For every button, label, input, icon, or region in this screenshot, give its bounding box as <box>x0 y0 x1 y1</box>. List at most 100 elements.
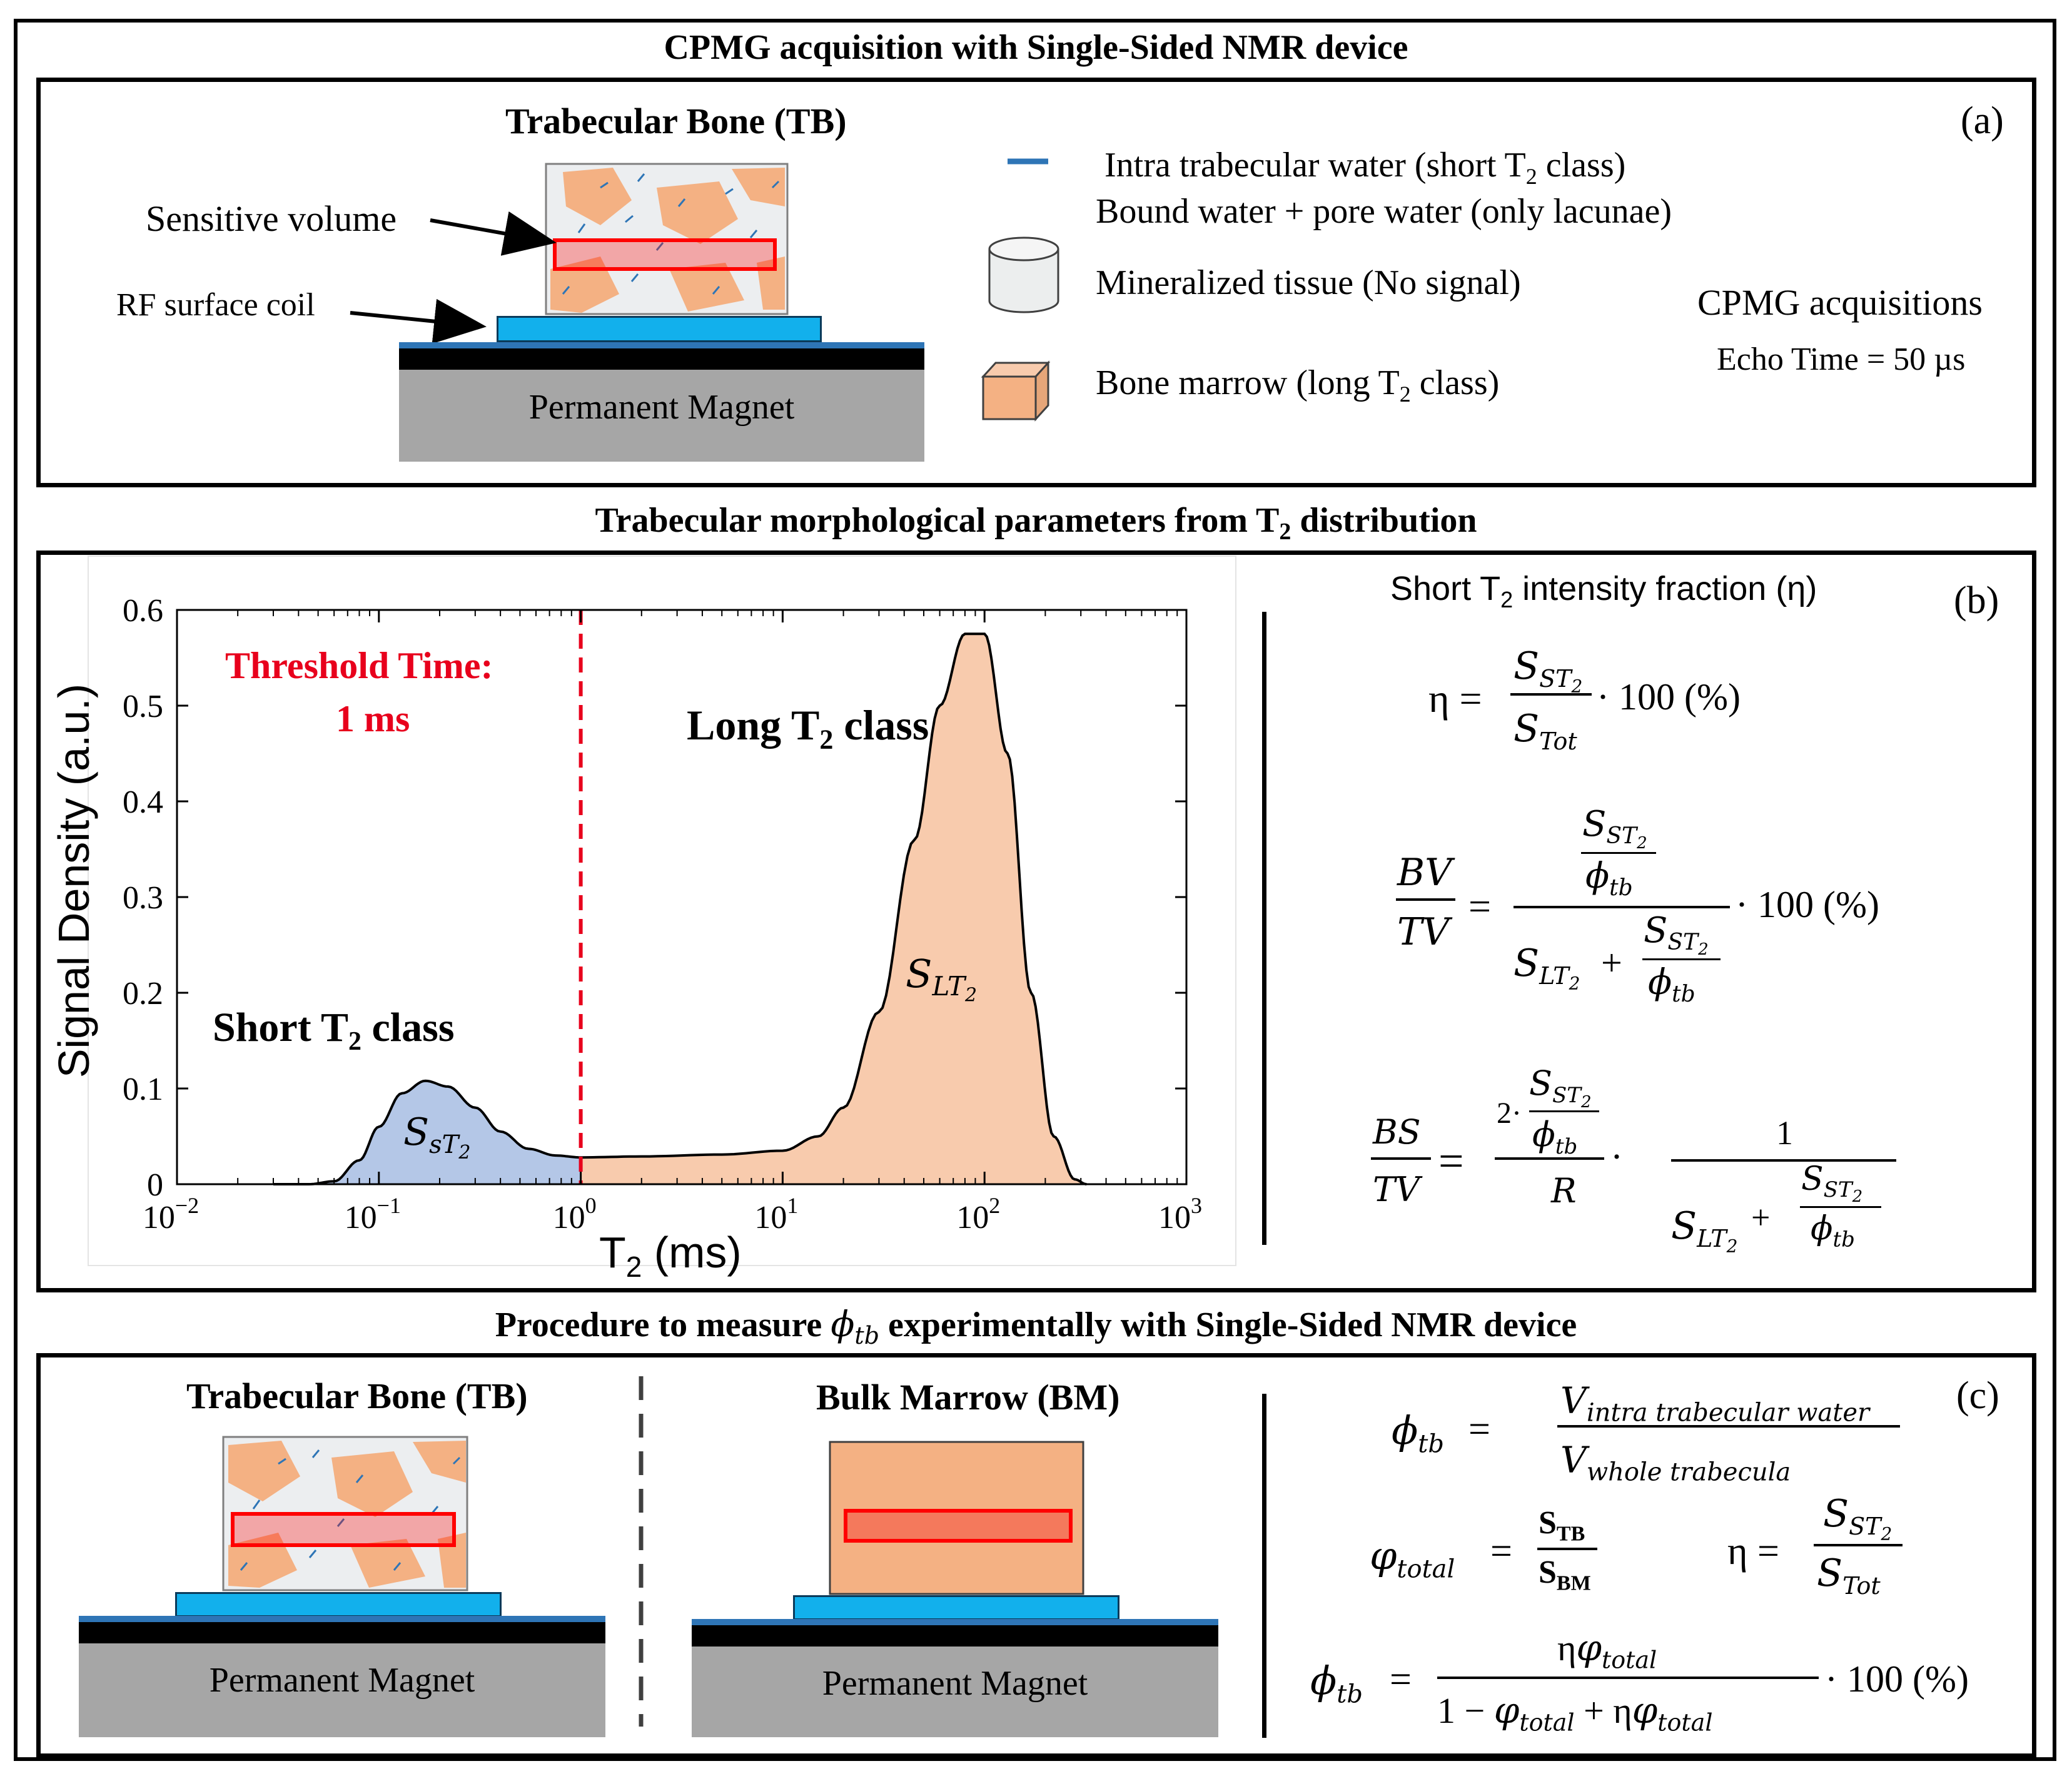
bm-magnet-plate <box>692 1625 1218 1646</box>
permanent-magnet-label: Permanent Magnet <box>528 388 795 427</box>
x-tick-label: 10−1 <box>345 1193 401 1235</box>
eq-phi-bar <box>1557 1425 1900 1428</box>
distribution-line <box>273 632 1087 1185</box>
eq-bs-main-bar <box>1495 1157 1604 1160</box>
eq-bs-plus: + <box>1751 1199 1771 1236</box>
eq-bv-num: BV <box>1397 851 1452 895</box>
eq-c-eta-bar <box>1814 1544 1903 1546</box>
eq-bs-den: TV <box>1373 1170 1420 1209</box>
eq-bv-inner-num: SST2 <box>1582 804 1647 853</box>
eq-final-factor: · 100 (%) <box>1825 1658 1969 1700</box>
panel-b-letter: (b) <box>1954 579 1999 622</box>
legend-intra-water: Intra trabecular water (short T2 class) <box>1104 146 1626 190</box>
eq-phi-equals: = <box>1468 1408 1490 1451</box>
eq-eta-num: SST2 <box>1514 644 1583 697</box>
eq-c-eta-num: SST2 <box>1823 1492 1893 1545</box>
eq-bs-one: 1 <box>1776 1114 1793 1152</box>
eq-final-den: 1 − φtotal + ηφtotal <box>1437 1689 1713 1737</box>
panel-c-tb-title: Trabecular Bone (TB) <box>186 1376 528 1416</box>
y-tick-label: 0.5 <box>123 689 163 724</box>
eq-bs-inner-den: ϕtb <box>1532 1115 1578 1159</box>
cpmg-title: CPMG acquisitions <box>1697 282 1983 323</box>
panel-b-title: Trabecular morphological parameters from… <box>595 501 1477 545</box>
eq-c-eta-den: STot <box>1817 1551 1881 1600</box>
rf-surface-coil <box>497 316 822 342</box>
bm-rf-coil <box>793 1595 1119 1620</box>
long-t2-fill <box>580 634 1087 1184</box>
short-t2-area <box>273 1080 581 1184</box>
short-t2-fill <box>273 1080 581 1184</box>
distribution-curve <box>273 632 1087 1185</box>
threshold-label-1: Threshold Time: <box>225 645 493 686</box>
eq-bv-factor: · 100 (%) <box>1736 884 1879 925</box>
bm-sample <box>829 1441 1084 1595</box>
eq-varphi-num: STB <box>1539 1505 1585 1546</box>
bm-magnet-label: Permanent Magnet <box>822 1664 1088 1703</box>
bm-permanent-magnet: Permanent Magnet <box>692 1646 1218 1737</box>
x-tick-label: 102 <box>956 1193 1000 1235</box>
panel-b <box>36 551 2036 1292</box>
minor-ticks <box>237 610 1178 1184</box>
eq-eta-den: STot <box>1514 707 1577 755</box>
long-area-label: SLT2 <box>906 951 978 1007</box>
tb-magnet-plate <box>79 1622 605 1643</box>
panel-a-sample-title: Trabecular Bone (TB) <box>505 101 847 141</box>
coil-blue-strip <box>399 342 924 348</box>
y-tick-label: 0.2 <box>123 976 163 1012</box>
eq-phi-num: Vintra trabecular water <box>1560 1379 1870 1428</box>
eq-final-bar <box>1437 1677 1819 1679</box>
panel-b-divider <box>1262 612 1266 1245</box>
cpmg-echo-time: Echo Time = 50 µs <box>1717 342 1966 377</box>
permanent-magnet: Permanent Magnet <box>399 370 924 462</box>
eq-final-lhs: ϕtb <box>1310 1658 1363 1709</box>
magnet-top-plate <box>399 348 924 370</box>
y-tick-label: 0 <box>147 1167 163 1203</box>
eq-bv-bar <box>1396 898 1455 901</box>
legend-bound-water: Bound water + pore water (only lacunae) <box>1096 192 1672 231</box>
panel-c-letter: (c) <box>1956 1374 1999 1417</box>
eq-bs-right-bar <box>1671 1159 1896 1162</box>
eq-final-equals: = <box>1390 1658 1412 1701</box>
panel-a <box>36 78 2036 487</box>
eq-phi-den: Vwhole trabecula <box>1560 1439 1791 1487</box>
eq-bv-inner-bar <box>1581 852 1656 854</box>
eq-bs-dot: · <box>1610 1136 1623 1177</box>
eq-bs-equals: = <box>1438 1136 1464 1186</box>
tb-permanent-magnet: Permanent Magnet <box>79 1643 605 1737</box>
eq-bs-bar <box>1371 1157 1431 1160</box>
panel-c <box>36 1353 2036 1758</box>
panel-c-bm-title: Bulk Marrow (BM) <box>816 1377 1120 1418</box>
eq-varphi-bar <box>1537 1548 1597 1550</box>
eq-bv-inner-den: ϕtb <box>1585 856 1633 901</box>
legend-mineralized: Mineralized tissue (No signal) <box>1096 263 1521 302</box>
panel-a-title: CPMG acquisition with Single-Sided NMR d… <box>664 28 1408 67</box>
x-tick-label: 100 <box>553 1193 597 1235</box>
eq-bv-den-bar <box>1642 958 1721 960</box>
eq-phi-lhs: ϕtb <box>1392 1408 1444 1459</box>
eq-bv-den: TV <box>1397 910 1450 954</box>
y-tick-label: 0.4 <box>123 784 163 820</box>
tb-blue-strip <box>79 1616 605 1622</box>
eta-title: Short T2 intensity fraction (η) <box>1390 570 1817 612</box>
panel-a-illustration <box>350 158 1059 422</box>
eq-bv-den-den: ϕtb <box>1648 962 1696 1008</box>
chart-x-axis-label: T2 (ms) <box>599 1228 742 1283</box>
short-class-label: Short T2 class <box>213 1005 455 1057</box>
x-tick-labels: 10−2 10−1 100 101 102 103 <box>143 610 1202 1235</box>
eq-bs-num: BS <box>1373 1112 1421 1152</box>
eq-varphi-equals: = <box>1490 1530 1512 1573</box>
eq-bs-inner-bar <box>1529 1110 1599 1112</box>
eq-eta-lhs: η = <box>1428 676 1482 721</box>
y-tick-label: 0.6 <box>123 593 163 629</box>
long-t2-area <box>580 634 1087 1184</box>
eq-varphi-den: SBM <box>1539 1555 1591 1595</box>
eq-final-num: ηφtotal <box>1557 1626 1657 1674</box>
sensitive-volume-label: Sensitive volume <box>146 198 397 239</box>
t2-distribution-chart: 0 0.1 0.2 0.3 0.4 0.5 0.6 10−2 10−1 100 101 102 103 <box>123 593 1202 1235</box>
eq-bv-den-s: SLT2 <box>1514 941 1580 994</box>
tb-rf-coil <box>175 1592 502 1617</box>
figure-frame <box>14 19 2056 1761</box>
eq-bs-den-bar <box>1800 1206 1881 1208</box>
eq-varphi-lhs: φtotal <box>1370 1533 1455 1584</box>
mineralized-tissue-icon <box>988 236 1059 313</box>
